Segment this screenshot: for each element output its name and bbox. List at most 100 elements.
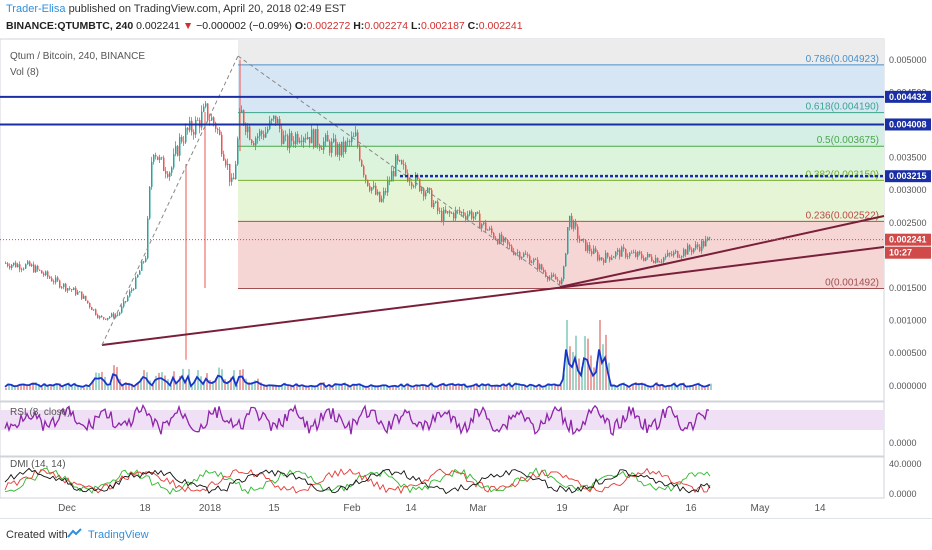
price-tick-label: 0.003500 <box>889 153 927 163</box>
candle-body <box>393 171 395 177</box>
author-link[interactable]: Trader-Elisa <box>6 3 66 15</box>
volume-bar <box>506 385 508 390</box>
rsi-axis[interactable]: 0.0000 <box>889 438 917 448</box>
volume-bar <box>164 375 166 390</box>
candle-body <box>345 141 347 152</box>
candle-body <box>603 259 605 263</box>
time-tick-label: 18 <box>139 503 151 514</box>
volume-bar <box>11 384 13 390</box>
price-tick-label: 0.001000 <box>889 316 927 326</box>
price-axis[interactable]: 0.0050000.0045000.0035000.0030000.002500… <box>885 55 931 391</box>
candle-body <box>99 316 101 318</box>
volume-bar <box>470 386 472 390</box>
candle-body <box>587 245 589 251</box>
time-tick-label: 14 <box>405 503 417 514</box>
candle-body <box>423 188 425 197</box>
volume-bar <box>32 382 34 390</box>
volume-bar <box>29 384 31 390</box>
candle-body <box>257 136 259 139</box>
volume-bar <box>560 385 562 390</box>
volume-bar <box>314 387 316 390</box>
price-tick-label: 0.003000 <box>889 185 927 195</box>
volume-bar <box>524 384 526 390</box>
price-tick-label: 0.001500 <box>889 283 927 293</box>
candle-body <box>283 135 285 144</box>
volume-bar <box>419 385 421 390</box>
candle-body <box>567 227 569 254</box>
price-tag-label: 0.004008 <box>889 119 927 129</box>
candle-body <box>371 187 373 191</box>
candle-body <box>679 257 681 259</box>
volume-bar <box>338 383 340 390</box>
fib-level-label: 0.382(0.003150) <box>806 169 879 180</box>
candle-body <box>397 155 399 161</box>
volume-bar <box>710 383 712 390</box>
candle-body <box>351 136 353 143</box>
candle-body <box>211 117 213 121</box>
volume-bar <box>518 383 520 390</box>
candle-body <box>623 247 625 250</box>
volume-bar <box>26 384 28 390</box>
volume-bar <box>650 387 652 390</box>
candle-body <box>687 245 689 255</box>
candle-body <box>305 138 307 140</box>
candle-body <box>573 221 575 229</box>
price-tag-bg <box>885 170 931 183</box>
time-tick-label: 14 <box>814 503 826 514</box>
candle-body <box>17 264 19 268</box>
volume-bar <box>602 344 604 390</box>
candle-body <box>131 289 133 292</box>
volume-bar <box>437 387 439 390</box>
volume-bar <box>359 383 361 390</box>
volume-bar <box>533 385 535 390</box>
candle-body <box>349 141 351 143</box>
candle-body <box>387 180 389 193</box>
candle-body <box>373 185 375 188</box>
volume-bar <box>404 387 406 390</box>
candle-body <box>353 136 355 137</box>
candle-body <box>433 202 435 208</box>
time-axis[interactable]: Dec 18 2018 15 Feb 14 Mar 19 Apr 16 May 14 <box>58 503 826 514</box>
tradingview-link[interactable]: TradingView <box>88 529 149 541</box>
dmi-axis[interactable]: 40.0000 0.0000 <box>889 459 922 499</box>
candle-body <box>79 291 81 293</box>
volume-bar <box>290 385 292 390</box>
candle-body <box>309 137 311 144</box>
candle-body <box>509 244 511 247</box>
fibonacci-retracement[interactable]: 0.786(0.004923) 0.618(0.004190) 0.5(0.0036… <box>238 39 884 290</box>
candle-body <box>339 144 341 156</box>
dmi-pane[interactable] <box>0 456 885 499</box>
candle-body <box>499 234 501 244</box>
volume-bar <box>647 385 649 390</box>
candle-body <box>33 264 35 273</box>
volume-bar <box>341 384 343 390</box>
candle-body <box>531 262 533 263</box>
candle-body <box>227 163 229 166</box>
volume-bar <box>665 387 667 390</box>
fib-level-label: 0(0.001492) <box>825 278 879 289</box>
candle-body <box>383 191 385 199</box>
candle-body <box>469 211 471 215</box>
drawing-overlays[interactable] <box>0 55 885 346</box>
volume-bar <box>680 383 682 390</box>
volume-bar <box>512 387 514 390</box>
candle-body <box>231 177 233 182</box>
candle-body <box>521 256 523 259</box>
candle-body <box>599 257 601 260</box>
chart-title: Qtum / Bitcoin, 240, BINANCE <box>10 51 145 62</box>
candle-body <box>11 264 13 268</box>
volume-bar <box>62 387 64 390</box>
candle-body <box>195 119 197 135</box>
volume-bar <box>683 382 685 390</box>
volume-bar <box>251 382 253 390</box>
symbol-label: BINANCE:QTUMBTC, 240 <box>6 20 134 32</box>
candle-body <box>485 222 487 231</box>
candle-body <box>451 212 453 214</box>
volume-bar <box>41 387 43 390</box>
created-with-text: Created with <box>6 529 68 541</box>
candle-body <box>111 313 113 317</box>
volume-bar <box>308 387 310 390</box>
volume-bar <box>59 383 61 390</box>
price-chart[interactable]: 0.786(0.004923) 0.618(0.004190) 0.5(0.0036… <box>0 36 932 518</box>
volume-bar <box>8 383 10 390</box>
